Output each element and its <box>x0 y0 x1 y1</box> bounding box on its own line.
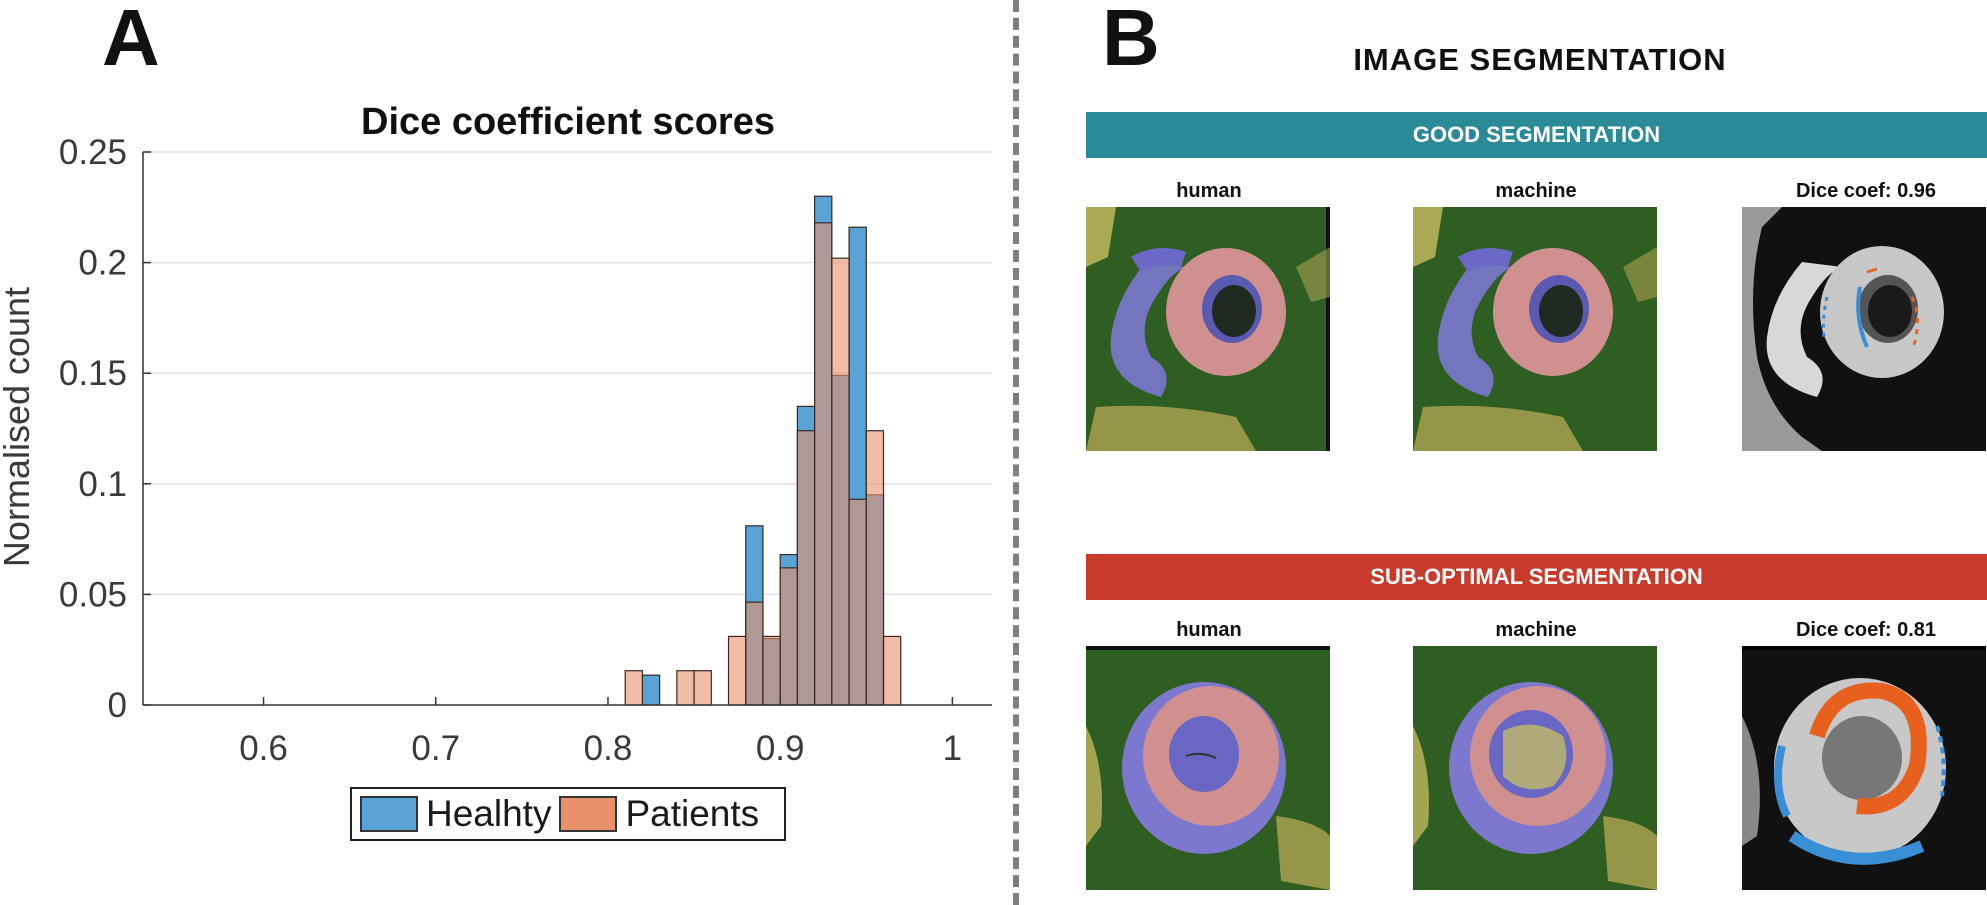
x-tick-label: 0.6 <box>239 729 288 768</box>
suboptimal-segmentation-banner: SUB-OPTIMAL SEGMENTATION <box>1086 554 1987 600</box>
legend-item-healthy: Healhty <box>360 793 551 835</box>
patients-bar <box>814 222 833 706</box>
y-tick-label: 0.25 <box>59 133 127 172</box>
panel-divider <box>1013 0 1019 905</box>
chart-legend: Healhty Patients <box>350 787 786 841</box>
y-tick-label: 0.1 <box>78 465 127 504</box>
good-machine-overlay-image <box>1413 207 1657 451</box>
axes: 0 0.05 0.1 0.15 0.2 0.25 0.6 0.7 0.8 0.9 1 <box>59 133 992 768</box>
y-tick-label: 0 <box>108 686 127 725</box>
panel-a-letter: A <box>102 0 160 82</box>
histogram-bars <box>624 195 902 706</box>
x-tick-label: 0.8 <box>584 729 633 768</box>
good-human-overlay-image <box>1086 207 1330 451</box>
patients-bar <box>796 430 816 706</box>
y-tick-label: 0.15 <box>59 354 127 393</box>
patients-bar <box>676 670 695 706</box>
patients-bar <box>779 567 799 706</box>
patients-bar <box>745 601 764 706</box>
good-machine-label: machine <box>1495 180 1577 202</box>
good-dice-label: Dice coef: 0.96 <box>1795 180 1937 202</box>
x-tick-label: 1 <box>943 729 962 768</box>
healthy-bar <box>641 674 661 706</box>
patients-bar <box>693 670 712 706</box>
patients-bar <box>727 635 747 706</box>
patients-bar <box>762 635 781 706</box>
legend-swatch-patients <box>559 796 618 832</box>
bad-machine-overlay-image <box>1413 646 1657 890</box>
patients-bar <box>831 257 850 706</box>
patients-bar <box>865 430 885 706</box>
good-segmentation-banner: GOOD SEGMENTATION <box>1086 112 1987 158</box>
y-tick-label: 0.2 <box>78 244 127 283</box>
y-axis-label: Normalised count <box>0 287 37 567</box>
x-tick-label: 0.7 <box>411 729 460 768</box>
legend-swatch-healthy <box>360 796 418 832</box>
patients-bar <box>848 498 867 706</box>
bad-dice-difference-image <box>1742 646 1986 890</box>
bad-human-label: human <box>1176 619 1242 641</box>
patients-bar <box>882 635 902 706</box>
legend-item-patients: Patients <box>559 793 759 835</box>
chart-title: Dice coefficient scores <box>361 101 775 143</box>
good-human-label: human <box>1176 180 1242 202</box>
bad-dice-label: Dice coef: 0.81 <box>1795 619 1937 641</box>
good-dice-difference-image <box>1742 207 1986 451</box>
dice-histogram-chart: 0 0.05 0.1 0.15 0.2 0.25 0.6 0.7 0.8 0.9 1 Dice co… <box>0 101 992 768</box>
patients-bar <box>624 670 644 706</box>
y-tick-label: 0.05 <box>59 575 127 614</box>
bad-human-overlay-image <box>1086 646 1330 890</box>
legend-label-patients: Patients <box>625 793 760 834</box>
panel-b-letter: B <box>1102 0 1160 82</box>
legend-label-healthy: Healhty <box>426 793 552 834</box>
bad-machine-label: machine <box>1495 619 1577 641</box>
segmentation-title: IMAGE SEGMENTATION <box>1353 42 1727 77</box>
x-tick-label: 0.9 <box>756 729 805 768</box>
